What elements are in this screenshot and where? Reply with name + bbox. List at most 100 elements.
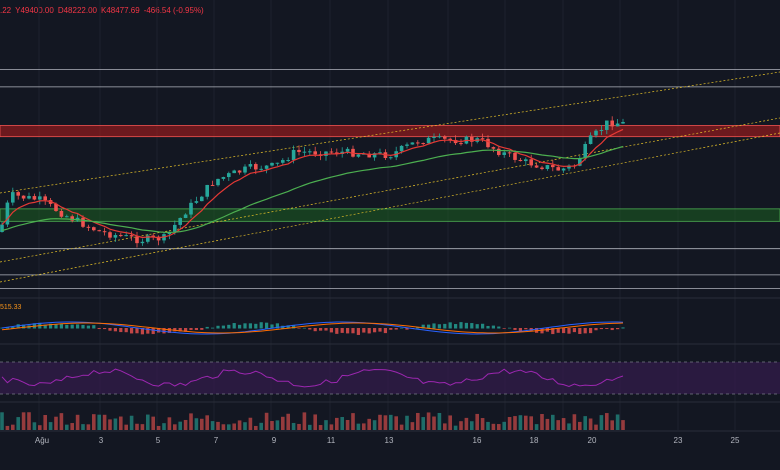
macd-histogram-bar bbox=[394, 328, 398, 330]
macd-histogram-bar bbox=[567, 328, 571, 334]
x-tick-label: 23 bbox=[674, 436, 683, 445]
horizontal-levels bbox=[0, 69, 780, 289]
macd-histogram-bar bbox=[556, 328, 560, 333]
volume-bar bbox=[129, 415, 134, 430]
macd-histogram-bar bbox=[81, 324, 85, 329]
volume-bar bbox=[362, 423, 366, 430]
candle-body bbox=[518, 159, 523, 162]
candle-body bbox=[227, 173, 231, 178]
volume-bar bbox=[410, 422, 415, 430]
volume-bar bbox=[405, 415, 409, 430]
macd-histogram-bar bbox=[335, 328, 339, 334]
macd-histogram-bar bbox=[437, 324, 441, 329]
volume-bar bbox=[594, 424, 598, 430]
volume-bar bbox=[38, 425, 42, 430]
candle-body bbox=[173, 224, 177, 232]
macd-histogram-bar bbox=[616, 328, 620, 330]
macd-histogram-bar bbox=[416, 327, 420, 329]
candle-body bbox=[583, 144, 587, 159]
candle-body bbox=[432, 137, 436, 139]
macd-histogram-bar bbox=[594, 328, 598, 331]
candle-body bbox=[356, 154, 361, 157]
volume-bar bbox=[264, 412, 269, 430]
macd-histogram-bar bbox=[459, 322, 463, 329]
candle-body bbox=[491, 147, 496, 149]
candle-body bbox=[140, 241, 145, 244]
candle-body bbox=[205, 184, 209, 197]
volume-bar bbox=[383, 415, 388, 430]
candle-body bbox=[453, 139, 458, 144]
candle-body bbox=[248, 164, 253, 167]
macd-histogram-bar bbox=[589, 328, 593, 334]
x-tick-label: 13 bbox=[385, 436, 394, 445]
candle-body bbox=[92, 227, 96, 231]
volume-bar bbox=[81, 424, 85, 430]
volume-bar bbox=[540, 414, 544, 430]
volume-bar bbox=[324, 420, 328, 430]
volume-bar bbox=[340, 417, 344, 430]
volume-bar bbox=[459, 421, 463, 430]
candle-body bbox=[561, 168, 566, 171]
macd-histogram-bar bbox=[621, 327, 625, 329]
candle-body bbox=[329, 151, 334, 153]
macd-histogram-bar bbox=[540, 328, 544, 334]
volume-bar bbox=[621, 420, 625, 430]
macd-histogram-bar bbox=[243, 323, 247, 329]
candle-body bbox=[54, 203, 58, 211]
candle-body bbox=[70, 216, 74, 221]
volume-bar bbox=[356, 423, 361, 430]
macd-histogram-bar bbox=[405, 328, 409, 330]
volume-bar bbox=[124, 424, 128, 430]
volume-bar bbox=[167, 417, 172, 430]
volume-bar bbox=[113, 418, 118, 430]
volume-bar bbox=[367, 418, 371, 430]
candle-body bbox=[156, 236, 161, 241]
candle-body bbox=[264, 165, 269, 169]
x-tick-label: Ağu bbox=[35, 436, 49, 445]
macd-histogram-bar bbox=[221, 325, 225, 329]
candle-body bbox=[43, 196, 47, 201]
volume-bar bbox=[443, 423, 447, 430]
macd-histogram-bar bbox=[464, 322, 468, 329]
candle-body bbox=[605, 120, 609, 130]
macd-histogram-bar bbox=[319, 328, 323, 331]
candle-body bbox=[615, 123, 620, 127]
macd-histogram-bar bbox=[448, 322, 452, 329]
volume-bar bbox=[254, 425, 258, 430]
macd-histogram-bar bbox=[146, 328, 150, 334]
volume-bar bbox=[275, 420, 280, 430]
candle-body bbox=[372, 153, 377, 158]
x-tick-label: 3 bbox=[99, 436, 104, 445]
volume-bar bbox=[205, 415, 209, 430]
candle-body bbox=[443, 136, 447, 139]
macd-histogram-bar bbox=[86, 325, 90, 329]
candle-body bbox=[291, 149, 296, 161]
volume-bar bbox=[92, 414, 96, 430]
candle-body bbox=[448, 138, 452, 140]
macd-histogram-bar bbox=[275, 323, 279, 329]
macd-histogram-bar bbox=[135, 328, 139, 334]
ohlc-close-partial: .22 bbox=[0, 6, 12, 15]
volume-bar bbox=[561, 418, 566, 430]
volume-bar bbox=[27, 412, 31, 430]
macd-histogram-bar bbox=[313, 328, 317, 332]
candle-body bbox=[507, 152, 512, 154]
candle-body bbox=[534, 165, 539, 168]
candle-body bbox=[210, 184, 215, 186]
ema-slow-line bbox=[1, 145, 624, 234]
macd-histogram-bar bbox=[578, 328, 582, 334]
volume-bar bbox=[524, 415, 528, 430]
volume-bar bbox=[237, 420, 242, 430]
volume-bar bbox=[48, 422, 53, 430]
candle-body bbox=[259, 168, 263, 170]
macd-histogram-bar bbox=[0, 327, 4, 329]
macd-histogram-bar bbox=[211, 327, 215, 329]
ema-fast-line bbox=[1, 128, 624, 239]
candle-body bbox=[243, 166, 247, 173]
volume-bar bbox=[578, 421, 582, 430]
ohlc-low: D48222.00 bbox=[57, 6, 97, 15]
macd-histogram-bar bbox=[562, 328, 566, 334]
macd-histogram-bar bbox=[454, 324, 458, 329]
volume-bar bbox=[297, 423, 301, 430]
